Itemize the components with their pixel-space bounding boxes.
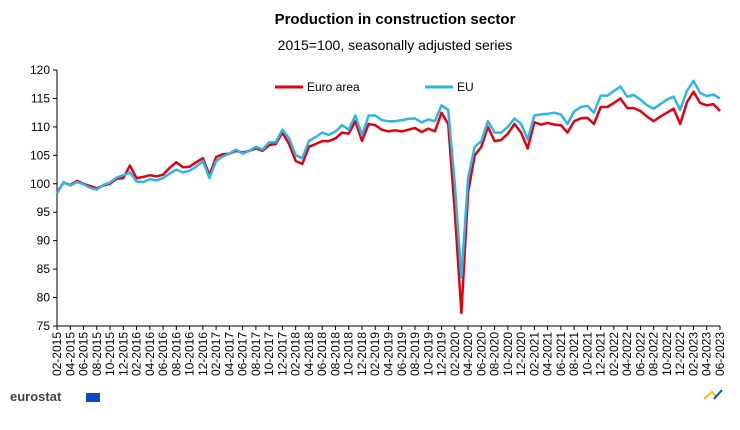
x-tick-label: 02-2017 <box>209 332 223 376</box>
x-tick-label: 08-2017 <box>249 332 263 376</box>
x-tick-label: 04-2017 <box>222 332 236 376</box>
x-tick-label: 02-2018 <box>289 332 303 376</box>
x-tick-label: 02-2019 <box>368 332 382 376</box>
x-tick-label: 12-2020 <box>514 332 528 376</box>
x-tick-label: 06-2023 <box>713 332 727 376</box>
x-tick-label: 08-2022 <box>647 332 661 376</box>
y-tick-label: 115 <box>31 91 50 105</box>
x-tick-label: 02-2020 <box>448 332 462 376</box>
x-tick-label: 02-2015 <box>50 332 64 376</box>
y-tick-label: 80 <box>37 291 51 305</box>
x-tick-label: 04-2015 <box>63 332 77 376</box>
y-tick-label: 75 <box>37 319 51 333</box>
x-tick-label: 04-2021 <box>541 332 555 376</box>
y-tick-label: 105 <box>30 148 50 162</box>
legend-label: Euro area <box>307 80 360 94</box>
chart-title: Production in construction sector <box>275 11 516 28</box>
data-line <box>55 90 721 315</box>
x-tick-label: 06-2020 <box>474 332 488 376</box>
x-tick-label: 02-2022 <box>607 332 621 376</box>
x-tick-label: 04-2016 <box>143 332 157 376</box>
x-tick-label: 12-2019 <box>435 332 449 376</box>
x-tick-label: 02-2021 <box>527 332 541 376</box>
x-tick-label: 04-2019 <box>382 332 396 376</box>
y-tick-label: 120 <box>30 63 50 77</box>
x-tick-label: 02-2023 <box>686 332 700 376</box>
source-logo: eurostat <box>10 389 62 404</box>
eu-flag <box>86 393 100 402</box>
logo-mark <box>713 389 723 400</box>
x-tick-label: 10-2017 <box>262 332 276 376</box>
x-tick-label: 10-2021 <box>580 332 594 376</box>
y-tick-label: 90 <box>37 234 51 248</box>
x-tick-label: 10-2020 <box>501 332 515 376</box>
y-tick-label: 100 <box>30 177 50 191</box>
y-tick-label: 110 <box>31 120 50 134</box>
x-tick-label: 06-2018 <box>315 332 329 376</box>
x-tick-label: 12-2021 <box>594 332 608 376</box>
x-tick-label: 08-2018 <box>328 332 342 376</box>
x-tick-label: 08-2016 <box>169 332 183 376</box>
x-tick-label: 10-2022 <box>660 332 674 376</box>
x-tick-label: 06-2019 <box>395 332 409 376</box>
x-tick-label: 10-2015 <box>103 332 117 376</box>
y-tick-label: 95 <box>37 205 51 219</box>
x-tick-label: 04-2022 <box>620 332 634 376</box>
x-tick-label: 06-2022 <box>633 332 647 376</box>
legend-label: EU <box>457 80 474 94</box>
x-tick-label: 08-2019 <box>408 332 422 376</box>
x-tick-label: 08-2015 <box>90 332 104 376</box>
x-tick-label: 04-2023 <box>700 332 714 376</box>
x-tick-label: 12-2018 <box>355 332 369 376</box>
x-tick-label: 02-2016 <box>130 332 144 376</box>
x-tick-label: 04-2018 <box>302 332 316 376</box>
data-line <box>55 79 721 279</box>
x-tick-label: 10-2019 <box>421 332 435 376</box>
x-tick-label: 12-2017 <box>275 332 289 376</box>
logo-mark <box>703 390 717 400</box>
x-tick-label: 12-2015 <box>116 332 130 376</box>
x-tick-label: 06-2016 <box>156 332 170 376</box>
x-tick-label: 10-2016 <box>183 332 197 376</box>
y-tick-label: 85 <box>37 262 51 276</box>
x-tick-label: 06-2017 <box>236 332 250 376</box>
x-tick-label: 12-2022 <box>673 332 687 376</box>
x-tick-label: 04-2020 <box>461 332 475 376</box>
x-tick-label: 08-2021 <box>567 332 581 376</box>
chart-subtitle: 2015=100, seasonally adjusted series <box>278 37 513 53</box>
x-tick-label: 10-2018 <box>342 332 356 376</box>
x-tick-label: 12-2016 <box>196 332 210 376</box>
x-tick-label: 06-2015 <box>77 332 91 376</box>
x-tick-label: 06-2021 <box>554 332 568 376</box>
x-tick-label: 08-2020 <box>488 332 502 376</box>
